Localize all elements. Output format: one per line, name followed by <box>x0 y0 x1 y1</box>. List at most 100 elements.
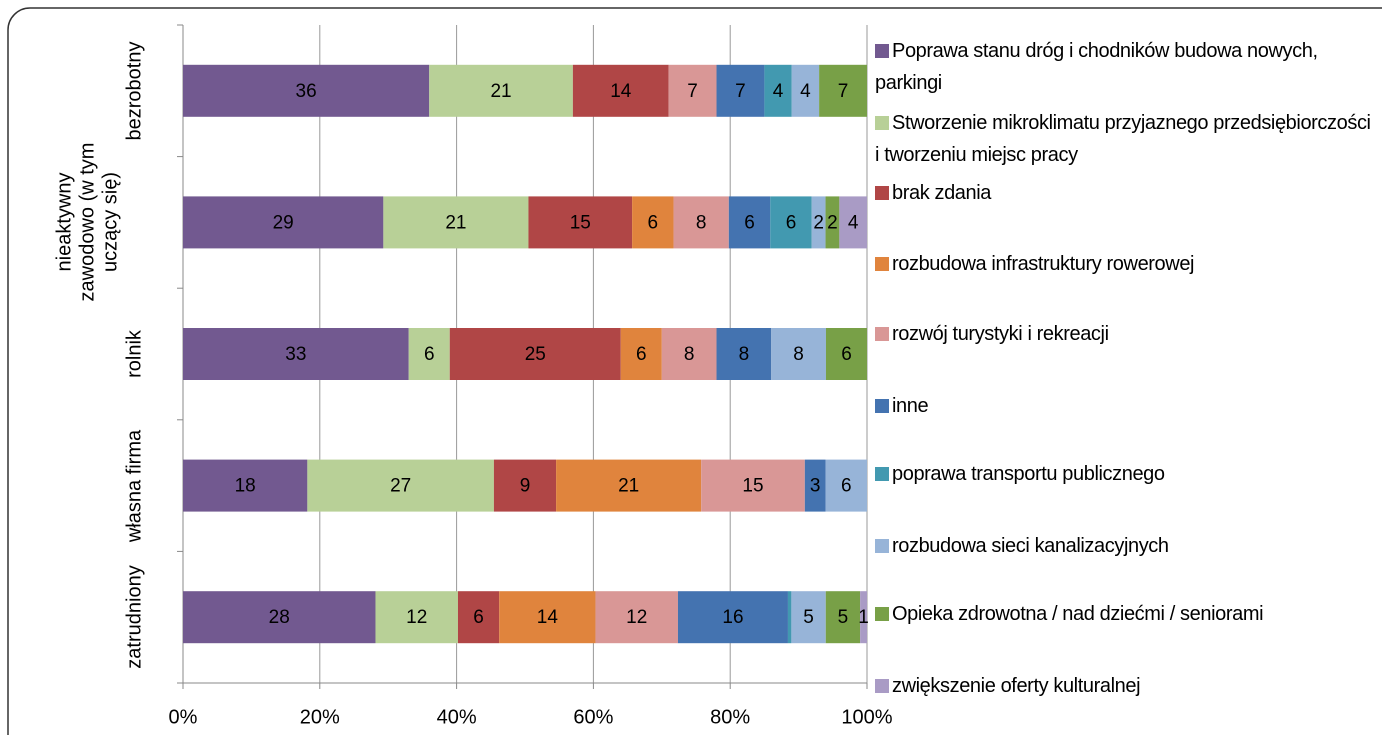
bar-segment <box>632 196 674 249</box>
bar-segment <box>716 328 772 380</box>
legend-label: Poprawa stanu dróg i chodników budowa no… <box>875 40 1318 94</box>
data-label: 6 <box>744 212 755 233</box>
bar-segment <box>825 459 867 512</box>
bar-segment <box>791 64 820 117</box>
data-label: 5 <box>803 607 814 628</box>
legend-swatch <box>875 44 889 58</box>
bar-segment <box>620 328 662 380</box>
bar-segment <box>408 328 450 380</box>
data-label: 7 <box>838 81 849 102</box>
data-label: 4 <box>800 81 811 102</box>
bar-segment <box>661 328 717 380</box>
data-label: 5 <box>838 607 849 628</box>
data-label: 15 <box>742 476 763 497</box>
bar-segment <box>787 591 792 644</box>
data-label: 21 <box>490 81 511 102</box>
y-tick-label: bezrobotny <box>123 41 146 141</box>
legend-swatch <box>875 679 889 693</box>
y-tick-label: własna firma <box>123 429 146 542</box>
legend-swatch <box>875 467 889 481</box>
data-label: 6 <box>786 212 797 233</box>
bar-segment <box>716 64 765 117</box>
legend-label: Stworzenie mikroklimatu przyjaznego prze… <box>875 112 1371 166</box>
data-label: 2 <box>827 212 838 233</box>
bar-segment <box>383 196 529 249</box>
x-tick-label: 60% <box>573 706 613 728</box>
x-tick-label: 100% <box>841 706 892 728</box>
y-tick-label: nieaktywny zawodowo (w tym uczący się) <box>53 142 122 302</box>
x-tick-label: 20% <box>300 706 340 728</box>
data-label: 18 <box>235 476 256 497</box>
legend-item: rozbudowa infrastruktury rowerowej <box>875 248 1375 280</box>
bar-segment <box>825 328 867 380</box>
legend-label: Opieka zdrowotna / nad dziećmi / seniora… <box>892 603 1264 625</box>
y-tick-label: rolnik <box>123 330 146 378</box>
data-label: 4 <box>773 81 784 102</box>
bar-segment <box>668 64 717 117</box>
bar-segment <box>811 196 826 249</box>
bar-segment <box>556 459 702 512</box>
legend-item: Opieka zdrowotna / nad dziećmi / seniora… <box>875 598 1375 630</box>
legend-label: zwiększenie oferty kulturalnej <box>892 675 1141 697</box>
data-label: 27 <box>390 476 411 497</box>
bar-segment <box>701 459 805 512</box>
bar-segment <box>839 196 867 249</box>
legend-swatch <box>875 327 889 341</box>
data-label: 8 <box>684 344 695 365</box>
data-label: 21 <box>618 476 639 497</box>
data-label: 36 <box>296 81 317 102</box>
legend-item: brak zdania <box>875 177 1375 209</box>
legend-label: brak zdania <box>892 182 991 204</box>
bar-segment <box>183 459 308 512</box>
bar-segment <box>825 196 840 249</box>
bar-segment <box>449 328 621 380</box>
bar-segment <box>429 64 573 117</box>
bar-segment <box>791 591 826 644</box>
bar-segment <box>673 196 729 249</box>
legend-item: Stworzenie mikroklimatu przyjaznego prze… <box>875 107 1375 171</box>
data-label: 14 <box>537 607 559 628</box>
legend-item: inne <box>875 390 1375 422</box>
bar-segment <box>528 196 633 249</box>
legend-label: poprawa transportu publicznego <box>892 463 1165 485</box>
bar-segment <box>771 328 826 380</box>
data-label: 6 <box>424 344 435 365</box>
data-label: 21 <box>445 212 466 233</box>
data-label: 6 <box>648 212 659 233</box>
legend-item: Poprawa stanu dróg i chodników budowa no… <box>875 35 1375 99</box>
bar-segment <box>183 591 376 644</box>
data-label: 28 <box>269 607 290 628</box>
bar-segment <box>499 591 596 644</box>
legend-swatch <box>875 539 889 553</box>
bar-segment <box>819 64 867 117</box>
data-label: 14 <box>610 81 632 102</box>
legend-label: rozwój turystyki i rekreacji <box>892 323 1109 345</box>
legend-swatch <box>875 257 889 271</box>
legend-item: rozbudowa sieci kanalizacyjnych <box>875 530 1375 562</box>
legend-label: rozbudowa infrastruktury rowerowej <box>892 253 1195 275</box>
bar-segment <box>595 591 678 644</box>
data-label: 8 <box>793 344 804 365</box>
legend-item: rozwój turystyki i rekreacji <box>875 318 1375 350</box>
data-label: 9 <box>520 476 531 497</box>
bar-segment <box>572 64 669 117</box>
frame <box>7 7 1382 735</box>
bar-segment <box>183 64 430 117</box>
data-label: 6 <box>841 344 852 365</box>
bar-segment <box>457 591 500 644</box>
data-label: 33 <box>285 344 306 365</box>
data-label: 3 <box>810 476 821 497</box>
legend-swatch <box>875 186 889 200</box>
x-tick-label: 40% <box>437 706 477 728</box>
data-label: 7 <box>687 81 698 102</box>
data-label: 6 <box>473 607 484 628</box>
data-label: 16 <box>722 607 743 628</box>
data-label: 12 <box>626 607 647 628</box>
data-label: 29 <box>273 212 294 233</box>
data-label: 6 <box>636 344 647 365</box>
y-tick-label: zatrudniony <box>123 565 146 669</box>
bar-segment <box>375 591 458 644</box>
bar-segment <box>183 196 384 249</box>
x-tick-label: 0% <box>169 706 198 728</box>
